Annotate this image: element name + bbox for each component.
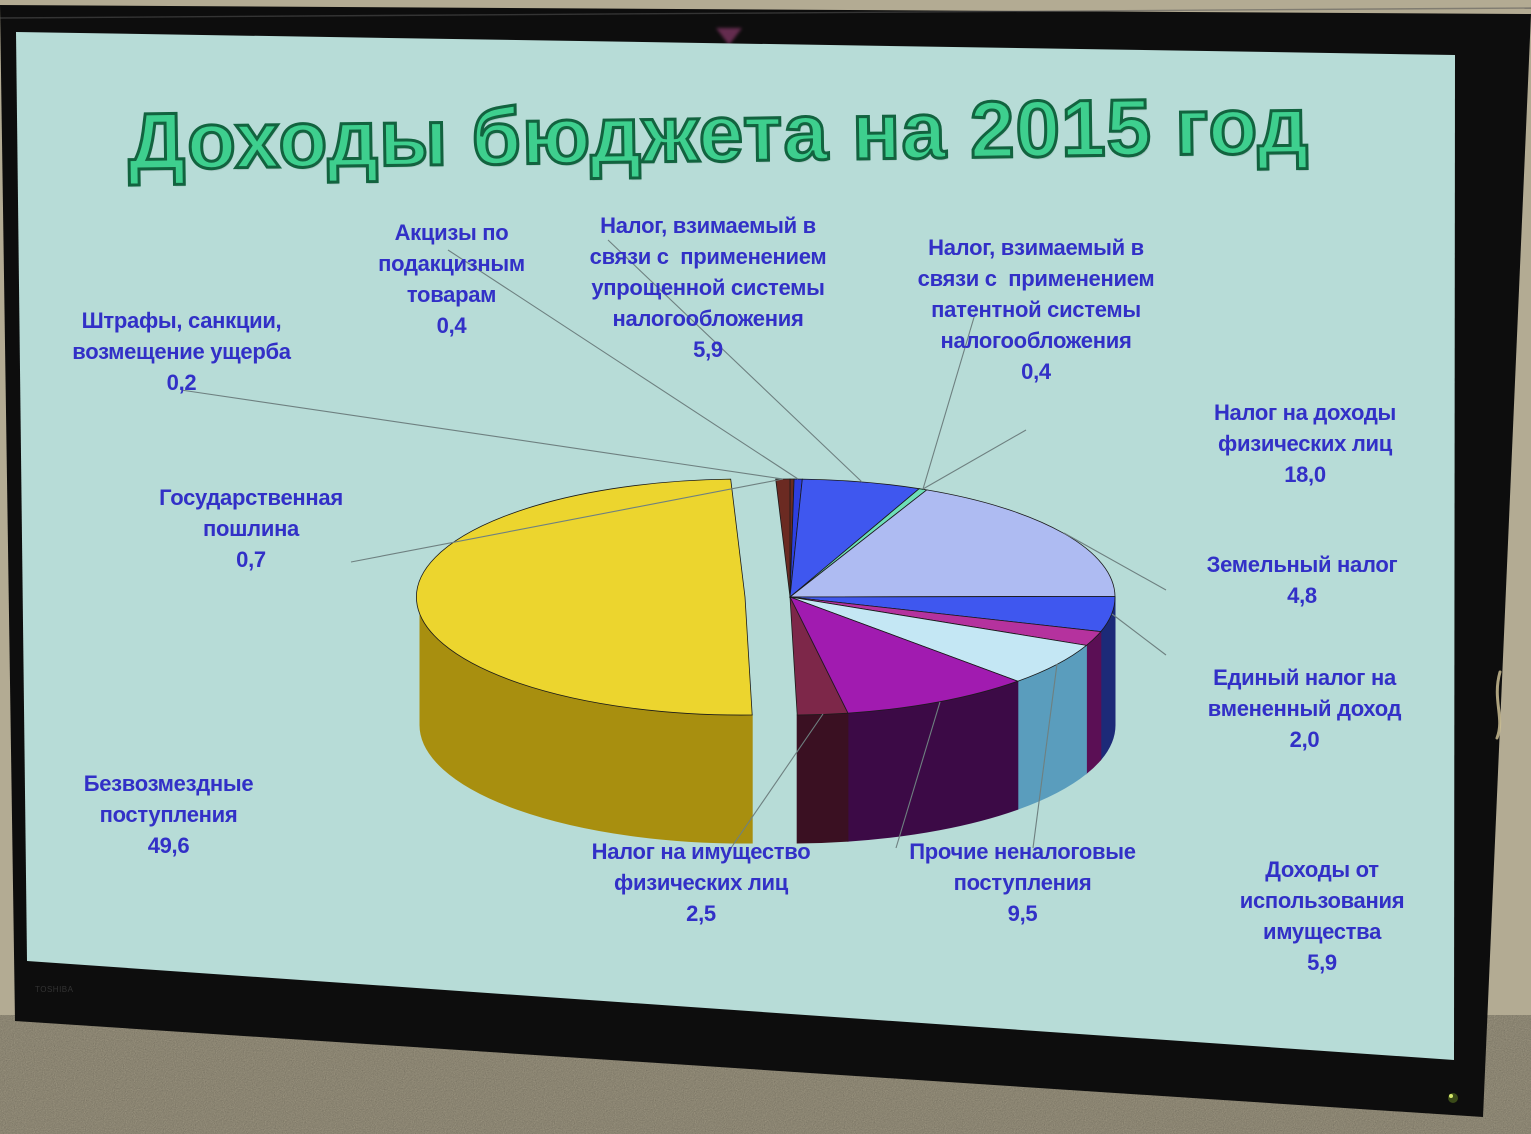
- svg-text:TOSHIBA: TOSHIBA: [35, 985, 74, 994]
